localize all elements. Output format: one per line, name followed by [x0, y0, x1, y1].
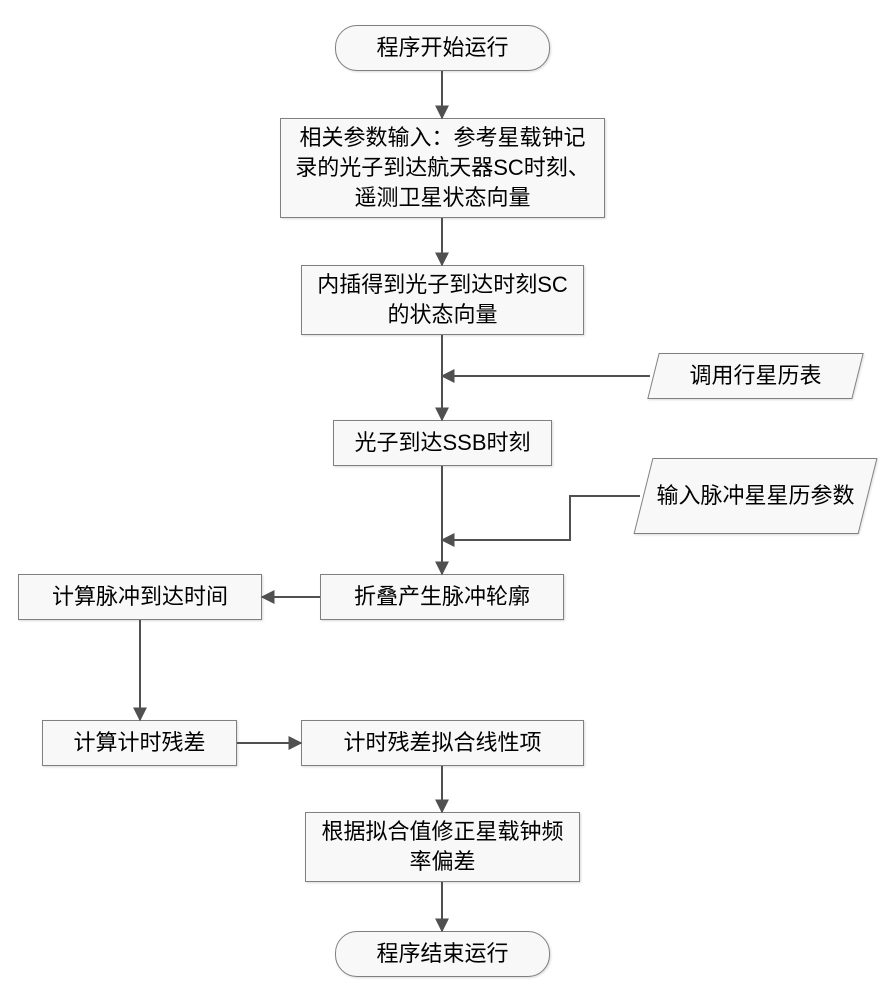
correct-label: 根据拟合值修正星载钟频率偏差: [316, 817, 569, 876]
fold-node: 折叠产生脉冲轮廓: [320, 574, 564, 620]
interp-node: 内插得到光子到达时刻SC的状态向量: [301, 265, 584, 335]
toa-node: 计算脉冲到达时间: [18, 574, 262, 620]
fitlin-label: 计时残差拟合线性项: [343, 728, 541, 758]
pulsar-input-label: 输入脉冲星星历参数: [656, 483, 854, 508]
start-node: 程序开始运行: [335, 25, 550, 71]
fold-label: 折叠产生脉冲轮廓: [354, 582, 530, 612]
start-label: 程序开始运行: [376, 33, 508, 63]
ssb-node: 光子到达SSB时刻: [333, 420, 552, 466]
fitlin-node: 计时残差拟合线性项: [301, 720, 584, 766]
edge-pulsar-main: [442, 496, 640, 540]
resid-node: 计算计时残差: [42, 720, 237, 766]
interp-label: 内插得到光子到达时刻SC的状态向量: [312, 270, 573, 329]
ephemeris-label: 调用行星历表: [689, 363, 821, 388]
toa-label: 计算脉冲到达时间: [52, 582, 228, 612]
input-label: 相关参数输入：参考星载钟记录的光子到达航天器SC时刻、遥测卫星状态向量: [291, 123, 594, 212]
input-node: 相关参数输入：参考星载钟记录的光子到达航天器SC时刻、遥测卫星状态向量: [280, 118, 605, 218]
end-node: 程序结束运行: [335, 931, 550, 977]
pulsar-input-node: 输入脉冲星星历参数: [643, 458, 868, 534]
end-label: 程序结束运行: [376, 939, 508, 969]
ssb-label: 光子到达SSB时刻: [354, 428, 530, 458]
correct-node: 根据拟合值修正星载钟频率偏差: [305, 812, 580, 882]
resid-label: 计算计时残差: [73, 728, 205, 758]
ephemeris-node: 调用行星历表: [653, 353, 858, 399]
